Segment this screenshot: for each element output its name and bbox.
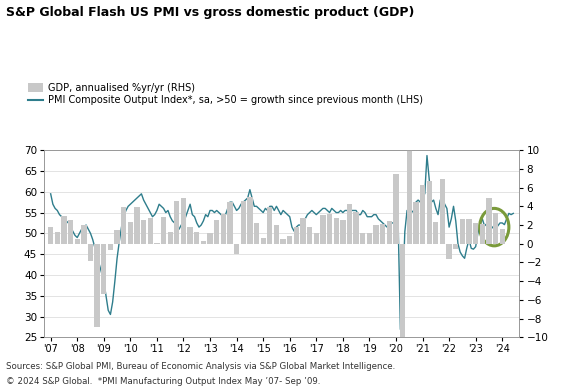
Bar <box>373 225 379 244</box>
Bar <box>154 243 160 244</box>
Bar <box>327 214 332 244</box>
Bar <box>473 223 478 244</box>
Bar <box>281 239 286 244</box>
Bar <box>181 198 186 244</box>
Bar <box>480 224 485 244</box>
Bar <box>500 229 505 244</box>
Bar <box>95 244 100 327</box>
Bar <box>486 198 491 244</box>
Bar <box>141 220 146 244</box>
Bar <box>254 223 259 244</box>
Bar <box>267 207 272 244</box>
Bar <box>147 218 153 244</box>
Bar <box>321 215 326 244</box>
Bar <box>427 181 432 244</box>
Bar <box>274 225 279 244</box>
Bar <box>88 244 93 261</box>
Bar <box>466 220 472 244</box>
Bar <box>413 202 419 244</box>
Bar <box>121 207 126 244</box>
Bar <box>493 213 498 244</box>
Bar <box>294 227 299 244</box>
Bar <box>61 216 66 244</box>
Bar <box>307 227 312 244</box>
Bar <box>367 234 372 244</box>
Bar <box>167 232 173 244</box>
Bar <box>114 230 120 244</box>
Bar <box>301 218 306 244</box>
Bar <box>340 220 346 244</box>
Bar <box>187 227 193 244</box>
Bar <box>55 232 60 244</box>
Bar <box>161 216 166 244</box>
Bar <box>433 222 438 244</box>
Bar <box>174 201 180 244</box>
Bar <box>128 222 133 244</box>
Bar <box>134 207 140 244</box>
Bar <box>241 201 246 244</box>
Bar <box>380 224 385 244</box>
Bar <box>221 214 226 244</box>
Legend: GDP, annualised %yr/yr (RHS), PMI Composite Output Index*, sa, >50 = growth sinc: GDP, annualised %yr/yr (RHS), PMI Compos… <box>28 83 423 105</box>
Bar <box>440 179 445 244</box>
Bar <box>353 212 359 244</box>
Bar <box>407 150 412 244</box>
Bar <box>400 244 405 337</box>
Bar <box>108 244 113 250</box>
Bar <box>393 174 399 244</box>
Bar <box>194 232 200 244</box>
Bar <box>247 197 252 244</box>
Text: Sources: S&P Global PMI, Bureau of Economic Analysis via S&P Global Market Intel: Sources: S&P Global PMI, Bureau of Econo… <box>6 362 395 371</box>
Bar <box>460 220 465 244</box>
Bar <box>201 241 206 244</box>
Bar <box>227 202 232 244</box>
Text: © 2024 S&P Global.  *PMI Manufacturing Output Index May ’07- Sep ’09.: © 2024 S&P Global. *PMI Manufacturing Ou… <box>6 377 321 386</box>
Bar <box>360 234 366 244</box>
Bar <box>313 232 319 244</box>
Text: S&P Global Flash US PMI vs gross domestic product (GDP): S&P Global Flash US PMI vs gross domesti… <box>6 6 414 19</box>
Bar <box>447 244 452 259</box>
Bar <box>207 234 212 244</box>
Bar <box>287 236 292 244</box>
Bar <box>261 238 266 244</box>
Bar <box>75 239 80 244</box>
Bar <box>214 220 220 244</box>
Bar <box>68 220 73 244</box>
Bar <box>333 218 339 244</box>
Bar <box>101 244 106 294</box>
Bar <box>81 225 86 244</box>
Bar <box>420 185 425 244</box>
Bar <box>347 204 352 244</box>
Bar <box>387 221 392 244</box>
Bar <box>453 244 458 249</box>
Bar <box>48 227 53 244</box>
Bar <box>234 244 239 254</box>
